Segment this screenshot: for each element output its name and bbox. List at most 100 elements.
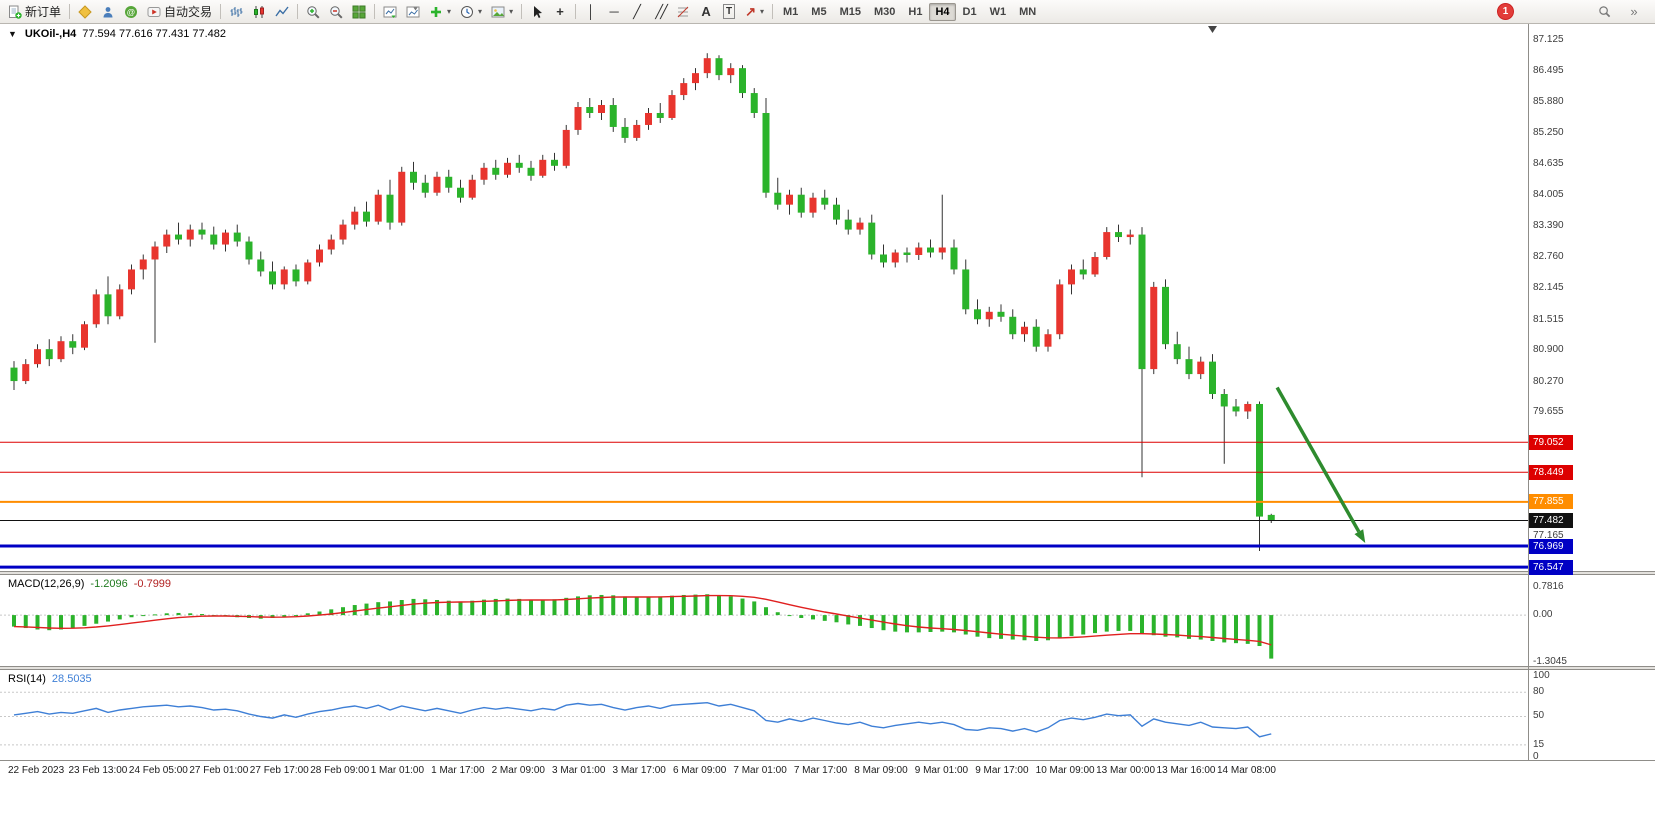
chevron-down-icon: ▾ — [759, 7, 764, 16]
periods-button[interactable]: ▾ — [456, 2, 486, 22]
candle — [1126, 229, 1134, 245]
fibonacci-icon — [676, 5, 690, 19]
candle — [245, 236, 253, 265]
time-axis-label: 1 Mar 01:00 — [370, 765, 425, 776]
resistance-line-1-badge: 79.052 — [1529, 434, 1573, 450]
community-button[interactable]: @ — [120, 2, 142, 22]
candle — [962, 259, 970, 315]
trend-arrow-annotation[interactable] — [1275, 386, 1366, 543]
market-watch-button[interactable] — [97, 2, 119, 22]
cursor-button[interactable] — [526, 2, 548, 22]
timeframe-button-mn[interactable]: MN — [1019, 5, 1037, 18]
candle — [1021, 321, 1028, 342]
candle — [139, 254, 147, 280]
timeframe-button-h1[interactable]: H1 — [908, 5, 923, 18]
indicators-icon — [429, 5, 443, 19]
autotrading-button-label: 自动交易 — [164, 5, 213, 19]
timeframe-button-m30[interactable]: M30 — [873, 5, 896, 18]
candle — [198, 222, 206, 240]
candle — [703, 53, 711, 79]
arrows-button[interactable]: ↗ ▾ — [741, 2, 768, 22]
line-chart-button[interactable] — [271, 2, 293, 22]
bar-chart-button[interactable] — [225, 2, 247, 22]
candlestick-chart-button[interactable] — [248, 2, 270, 22]
one-click-trading-icon[interactable]: ▼ — [8, 29, 17, 39]
timeframe-button-m15[interactable]: M15 — [839, 5, 861, 18]
price-axis-label: 86.495 — [1533, 65, 1564, 77]
time-axis-label: 6 Mar 09:00 — [672, 765, 727, 776]
chartshift-icon — [406, 5, 420, 19]
main-chart-canvas[interactable] — [0, 24, 1528, 571]
indicators-button[interactable]: ▾ — [425, 2, 455, 22]
crosshair-button[interactable]: + — [549, 2, 571, 22]
candle — [1068, 264, 1075, 295]
candle — [1032, 319, 1040, 352]
trendline-icon: ╱ — [633, 4, 641, 19]
rsi-axis-label: 15 — [1533, 738, 1545, 750]
ohlc-values: 77.594 77.616 77.431 77.482 — [82, 28, 227, 40]
autoscroll-icon — [383, 5, 397, 19]
timeframe-button-m5[interactable]: M5 — [811, 5, 827, 18]
price-axis[interactable]: 87.125 86.495 85.880 85.250 84.635 84.005 83.3… — [1529, 24, 1655, 780]
text-button[interactable]: A — [695, 2, 717, 22]
price-axis-label: 85.880 — [1533, 96, 1564, 108]
candle — [598, 100, 605, 120]
zoom-in-button[interactable] — [302, 2, 324, 22]
candle — [1267, 513, 1275, 524]
rsi-panel-canvas[interactable] — [0, 670, 1528, 760]
candle — [786, 189, 793, 215]
candle — [257, 251, 265, 277]
price-axis-label: 85.250 — [1533, 127, 1564, 139]
search-button[interactable] — [1593, 2, 1615, 22]
market-watch-icon — [101, 5, 115, 19]
vline-icon: │ — [587, 4, 596, 19]
new-order-button[interactable]: 新订单 — [4, 2, 65, 22]
price-axis-label: 84.635 — [1533, 158, 1564, 170]
candle — [116, 284, 124, 320]
support-line-blue-2-badge: 76.547 — [1529, 559, 1573, 575]
panel-divider[interactable] — [0, 666, 1655, 670]
candle — [1079, 259, 1087, 280]
metaeditor-button[interactable] — [74, 2, 96, 22]
toolbar-separator — [575, 4, 577, 19]
resistance-line-2-badge: 78.449 — [1529, 464, 1573, 480]
rsi-axis-label: 0 — [1533, 751, 1539, 762]
candle — [339, 219, 347, 245]
time-axis-label: 27 Feb 01:00 — [189, 765, 249, 776]
candle — [327, 234, 335, 255]
panel-divider[interactable] — [0, 571, 1655, 575]
timeframe-button-m1[interactable]: M1 — [783, 5, 799, 18]
fibonacci-button[interactable] — [672, 2, 694, 22]
macd-panel-canvas[interactable] — [0, 575, 1528, 666]
zoom-out-button[interactable] — [325, 2, 347, 22]
symbol-period-label: UKOil-,H4 — [24, 28, 77, 40]
text-label-button[interactable]: T — [718, 2, 740, 22]
notification-badge[interactable]: 1 — [1498, 4, 1513, 19]
toolbar-separator — [220, 4, 222, 19]
toolbar-overflow-button[interactable]: » — [1630, 4, 1638, 19]
rsi-line — [13, 701, 1272, 738]
channel-button[interactable]: ╱╱ — [649, 2, 671, 22]
chevron-down-icon: ▾ — [478, 7, 483, 16]
vertical-line-button[interactable]: │ — [580, 2, 602, 22]
timeframe-button-w1[interactable]: W1 — [989, 5, 1007, 18]
candle — [762, 98, 770, 198]
auto-scroll-button[interactable] — [379, 2, 401, 22]
candle — [715, 55, 723, 81]
autotrading-button[interactable]: 自动交易 — [143, 2, 216, 22]
chart-shift-button[interactable] — [402, 2, 424, 22]
tile-windows-button[interactable] — [348, 2, 370, 22]
candle — [633, 119, 641, 141]
time-axis-label: 8 Mar 09:00 — [854, 765, 908, 776]
price-axis-label: 81.515 — [1533, 313, 1564, 325]
horizontal-line-button[interactable]: ─ — [603, 2, 625, 22]
time-axis-label: 3 Mar 01:00 — [552, 765, 606, 776]
templates-button[interactable]: ▾ — [487, 2, 517, 22]
candle — [656, 103, 664, 123]
candle — [316, 244, 323, 267]
time-axis[interactable]: 22 Feb 2023 23 Feb 13:00 24 Feb 05:00 27 Fe… — [0, 760, 1655, 780]
timeframe-button-h4[interactable]: H4 — [929, 2, 956, 21]
timeframe-button-d1[interactable]: D1 — [962, 5, 977, 18]
trendline-button[interactable]: ╱ — [626, 2, 648, 22]
